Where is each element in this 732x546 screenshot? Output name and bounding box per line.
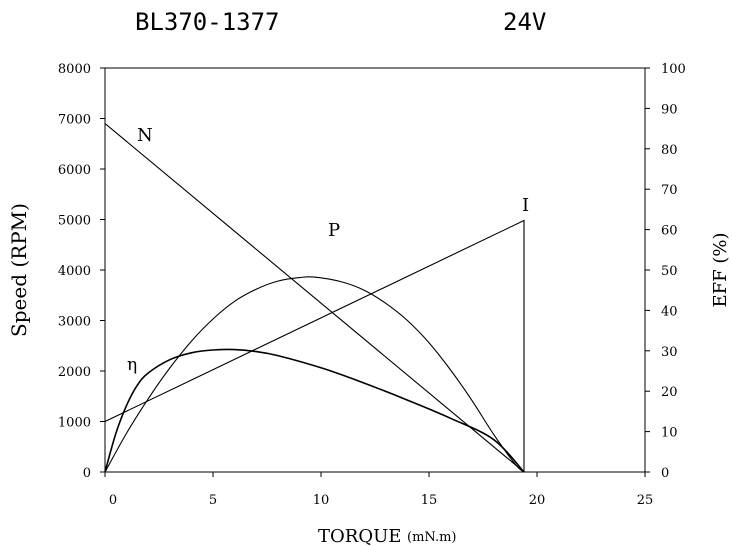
y-right-tick-label: 70 (661, 183, 678, 198)
curve-label-n: N (137, 125, 153, 146)
y-left-tick-label: 5000 (58, 214, 91, 229)
y-right-tick-label: 10 (661, 426, 678, 441)
y-left-tick-label: 2000 (58, 365, 91, 380)
y-left-tick-label: 8000 (58, 62, 91, 77)
y-left-tick-label: 4000 (58, 264, 91, 279)
y-right-tick-label: 80 (661, 143, 678, 158)
y-right-tick-label: 20 (661, 385, 678, 400)
series-line-P (104, 276, 525, 473)
y-axis-label-right: EFF (%) (710, 233, 731, 308)
series-line-I (104, 219, 525, 472)
x-tick-label: 0 (109, 493, 117, 508)
x-tick-label: 20 (529, 493, 546, 508)
plot-frame (104, 67, 646, 473)
y-left-tick-label: 6000 (58, 163, 91, 178)
y-right-tick-label: 30 (661, 345, 678, 360)
y-left-tick-label: 7000 (58, 113, 91, 128)
x-tick-label: 15 (421, 493, 438, 508)
y-right-tick-label: 0 (661, 466, 669, 481)
y-right-tick-label: 60 (661, 224, 678, 239)
x-axis-label: TORQUE (318, 526, 401, 546)
x-tick-label: 10 (313, 493, 330, 508)
x-tick-label: 5 (209, 493, 217, 508)
y-left-tick-label: 1000 (58, 416, 91, 431)
y-left-tick-label: 3000 (58, 315, 91, 330)
y-right-tick-label: 40 (661, 304, 678, 319)
curve-label-i: I (522, 195, 529, 216)
y-axis-label-left: Speed (RPM) (7, 203, 31, 337)
chart-title-voltage: 24V (503, 8, 547, 36)
y-right-tick-label: 50 (661, 264, 678, 279)
x-axis-unit: (mN.m) (407, 530, 456, 545)
y-right-tick-label: 100 (661, 62, 686, 77)
y-right-tick-label: 90 (661, 102, 678, 117)
series-line-eta (104, 348, 525, 473)
curve-label-p: P (328, 220, 340, 241)
chart-title-model: BL370-1377 (135, 8, 280, 36)
x-tick-label: 25 (637, 493, 654, 508)
series-line-N (104, 123, 525, 473)
curve-label-eta: η (127, 355, 137, 375)
y-left-tick-label: 0 (83, 466, 91, 481)
